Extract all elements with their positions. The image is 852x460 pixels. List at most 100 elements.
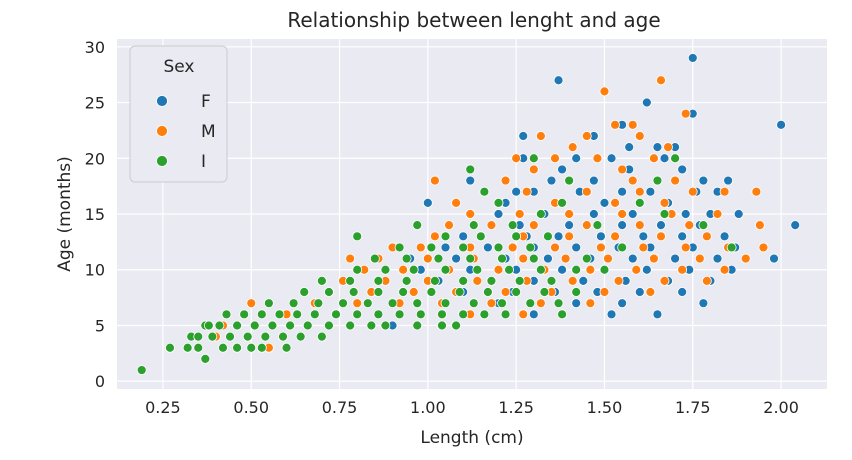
data-point-i — [302, 320, 313, 331]
data-point-i — [659, 209, 670, 219]
data-point-f — [451, 253, 462, 264]
legend-box — [129, 45, 228, 183]
data-point-m — [617, 209, 628, 219]
data-point-m — [719, 264, 730, 275]
data-point-i — [514, 275, 525, 286]
data-point-i — [528, 153, 539, 164]
data-point-i — [726, 242, 737, 253]
data-point-f — [652, 142, 663, 153]
data-point-m — [430, 231, 440, 242]
data-point-f — [543, 253, 553, 264]
data-point-i — [564, 175, 575, 186]
data-point-f — [656, 220, 666, 231]
data-point-i — [472, 264, 483, 275]
data-point-i — [380, 264, 391, 275]
data-point-i — [278, 331, 288, 342]
x-tick-label: 2.00 — [763, 398, 799, 417]
data-point-f — [641, 97, 652, 108]
chart-title: Relationship between lenght and age — [287, 8, 660, 32]
data-point-m — [528, 164, 539, 175]
y-tick-label: 20 — [85, 149, 105, 168]
data-point-m — [567, 275, 578, 286]
data-point-f — [627, 253, 638, 264]
data-point-i — [373, 309, 384, 320]
data-point-i — [440, 264, 451, 275]
data-point-f — [776, 119, 786, 130]
x-tick-label: 1.75 — [675, 398, 711, 417]
data-point-i — [309, 309, 320, 320]
data-point-m — [631, 264, 642, 275]
data-point-i — [412, 320, 423, 331]
data-point-f — [596, 231, 606, 242]
data-point-m — [518, 253, 529, 264]
data-point-i — [497, 298, 507, 309]
data-point-f — [617, 298, 628, 309]
legend-label-i: I — [201, 152, 206, 172]
data-point-m — [500, 287, 511, 297]
data-point-f — [557, 164, 567, 175]
y-axis-label: Age (months) — [55, 156, 75, 272]
data-point-m — [634, 186, 645, 197]
y-tick-label: 10 — [85, 261, 105, 280]
data-point-i — [373, 275, 384, 286]
data-point-f — [677, 287, 688, 297]
data-point-i — [292, 309, 303, 320]
data-point-m — [687, 186, 698, 197]
data-point-i — [348, 287, 359, 297]
data-point-i — [528, 253, 539, 264]
data-point-m — [514, 209, 525, 219]
data-point-m — [451, 197, 462, 208]
data-point-m — [656, 231, 666, 242]
data-point-i — [698, 220, 709, 231]
data-point-m — [754, 220, 765, 231]
data-point-i — [324, 287, 334, 297]
data-point-i — [507, 220, 518, 231]
data-point-m — [535, 131, 546, 141]
data-point-f — [617, 220, 628, 231]
data-point-f — [652, 309, 663, 320]
data-point-i — [458, 275, 469, 286]
data-point-i — [338, 298, 348, 309]
data-point-m — [535, 298, 546, 309]
data-point-i — [437, 320, 447, 331]
data-point-m — [670, 175, 681, 186]
data-point-f — [698, 175, 709, 186]
data-point-m — [649, 253, 659, 264]
data-point-m — [422, 253, 433, 264]
data-point-f — [571, 153, 582, 164]
data-point-i — [408, 264, 419, 275]
data-point-i — [398, 287, 409, 297]
data-point-i — [458, 309, 469, 320]
data-point-i — [394, 309, 405, 320]
x-tick-label: 0.75 — [322, 398, 358, 417]
data-point-i — [465, 164, 476, 175]
data-point-f — [677, 231, 688, 242]
data-point-m — [610, 197, 620, 208]
data-point-i — [207, 331, 218, 342]
data-point-f — [440, 242, 451, 253]
data-point-i — [634, 197, 645, 208]
data-point-f — [723, 175, 733, 186]
data-point-i — [256, 309, 267, 320]
data-point-i — [670, 153, 681, 164]
data-point-m — [649, 153, 659, 164]
data-point-i — [475, 231, 486, 242]
data-point-i — [239, 309, 250, 320]
data-point-m — [638, 242, 649, 253]
data-point-f — [790, 220, 801, 231]
data-point-i — [373, 287, 384, 297]
data-point-i — [454, 287, 465, 297]
data-point-i — [468, 220, 479, 231]
data-point-f — [680, 209, 691, 219]
data-point-i — [263, 298, 274, 309]
data-point-m — [472, 275, 483, 286]
data-point-m — [694, 253, 705, 264]
data-point-m — [581, 220, 592, 231]
data-point-m — [634, 131, 645, 141]
y-tick-label: 5 — [95, 316, 105, 335]
data-point-i — [380, 320, 391, 331]
data-point-f — [606, 309, 617, 320]
data-point-i — [345, 275, 356, 286]
data-point-f — [670, 253, 681, 264]
data-point-f — [599, 197, 610, 208]
